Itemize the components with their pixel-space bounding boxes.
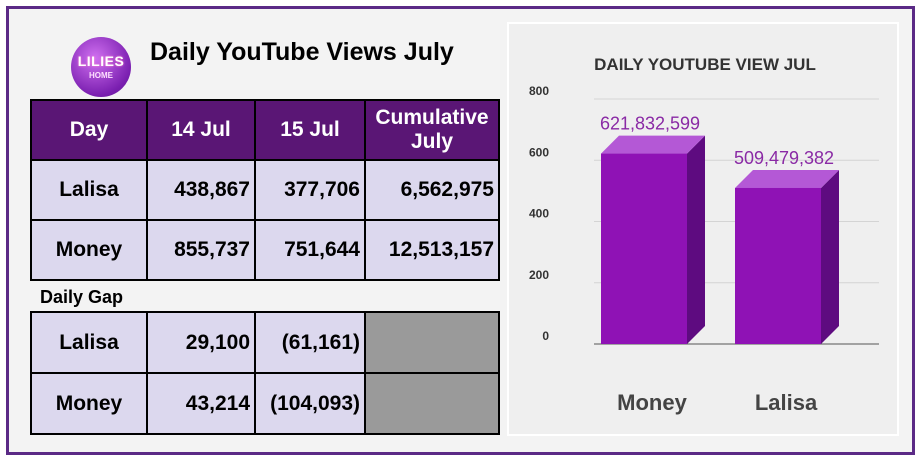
daily-gap-table: Lalisa 29,100 (61,161) Money 43,214 (104… — [30, 311, 500, 435]
row-name: Lalisa — [30, 159, 148, 221]
logo-text: LILIES — [77, 53, 125, 69]
table-row: Money 855,737 751,644 12,513,157 — [30, 219, 500, 281]
header-15-jul: 15 Jul — [254, 99, 366, 161]
row-value: 855,737 — [146, 219, 256, 281]
views-table: Day 14 Jul 15 Jul Cumulative July Lalisa… — [30, 99, 500, 281]
y-tick-label: 800 — [529, 84, 549, 98]
y-tick-label: 0 — [542, 329, 549, 343]
chart-title: DAILY YOUTUBE VIEW JUL — [594, 55, 816, 74]
data-label: 621,832,599 — [600, 114, 700, 134]
y-tick-label: 200 — [529, 268, 549, 282]
row-value: 12,513,157 — [364, 219, 500, 281]
table-row: Lalisa 438,867 377,706 6,562,975 — [30, 159, 500, 221]
row-value: 377,706 — [254, 159, 366, 221]
bar — [601, 153, 687, 344]
x-category-label: Money — [617, 390, 687, 415]
empty-cell — [364, 311, 500, 374]
daily-gap-label: Daily Gap — [40, 287, 124, 307]
chart-panel: DAILY YOUTUBE VIEW JUL 800 600 400 200 0 621,… — [507, 22, 899, 436]
header-cumulative: Cumulative July — [364, 99, 500, 161]
table-header-row: Day 14 Jul 15 Jul Cumulative July — [30, 99, 500, 161]
y-tick-label: 400 — [529, 207, 549, 221]
table-row: Money 43,214 (104,093) — [30, 372, 500, 435]
data-label: 509,479,382 — [734, 148, 834, 168]
header-day: Day — [30, 99, 148, 161]
row-name: Money — [30, 219, 148, 281]
x-category-label: Lalisa — [755, 390, 818, 415]
y-tick-label: 600 — [529, 145, 549, 159]
brand-logo: LILIES HOME — [71, 37, 131, 97]
row-value: 43,214 — [146, 372, 256, 435]
bar-chart: DAILY YOUTUBE VIEW JUL 800 600 400 200 0 621,… — [529, 55, 879, 415]
bar-top — [601, 135, 705, 154]
bar-side — [821, 169, 839, 344]
row-value: (61,161) — [254, 311, 366, 374]
empty-cell — [364, 372, 500, 435]
row-name: Money — [30, 372, 148, 435]
bar-top — [735, 169, 839, 188]
row-value: (104,093) — [254, 372, 366, 435]
table-title: Daily YouTube Views July — [150, 38, 454, 66]
row-name: Lalisa — [30, 311, 148, 374]
table-row: Lalisa 29,100 (61,161) — [30, 311, 500, 374]
bar — [735, 187, 821, 344]
logo-subtext: HOME — [89, 71, 113, 80]
header-14-jul: 14 Jul — [146, 99, 256, 161]
row-value: 751,644 — [254, 219, 366, 281]
row-value: 29,100 — [146, 311, 256, 374]
row-value: 438,867 — [146, 159, 256, 221]
bar-side — [687, 135, 705, 344]
row-value: 6,562,975 — [364, 159, 500, 221]
